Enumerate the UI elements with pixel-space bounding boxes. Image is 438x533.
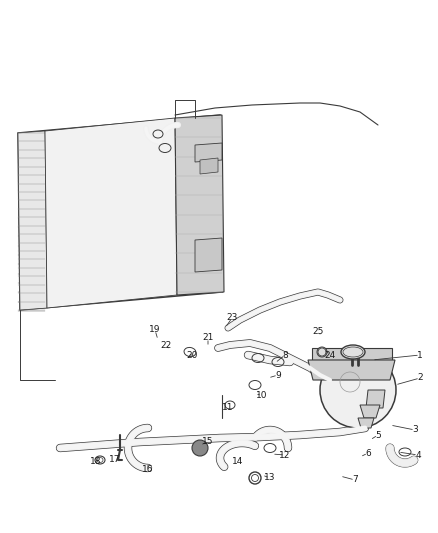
- Polygon shape: [175, 115, 224, 295]
- Text: 1: 1: [417, 351, 423, 359]
- Polygon shape: [18, 131, 47, 310]
- Text: 3: 3: [412, 425, 418, 434]
- Text: 9: 9: [275, 370, 281, 379]
- Polygon shape: [360, 405, 380, 418]
- Polygon shape: [358, 418, 374, 428]
- Text: 7: 7: [352, 475, 358, 484]
- Polygon shape: [366, 390, 385, 408]
- Text: 4: 4: [415, 450, 421, 459]
- Text: 24: 24: [325, 351, 336, 359]
- Text: 23: 23: [226, 313, 238, 322]
- Text: 19: 19: [149, 326, 161, 335]
- Polygon shape: [200, 158, 218, 174]
- Polygon shape: [45, 118, 177, 308]
- Text: 25: 25: [312, 327, 324, 336]
- Text: 20: 20: [186, 351, 198, 359]
- Text: 8: 8: [282, 351, 288, 359]
- Text: 17: 17: [109, 456, 121, 464]
- Text: 6: 6: [365, 448, 371, 457]
- Text: 13: 13: [264, 473, 276, 482]
- Text: 22: 22: [160, 341, 172, 350]
- Text: 18: 18: [90, 457, 102, 466]
- Text: 10: 10: [256, 391, 268, 400]
- Text: 11: 11: [222, 403, 234, 413]
- Polygon shape: [308, 360, 395, 380]
- Text: 16: 16: [142, 465, 154, 474]
- Text: 14: 14: [232, 457, 244, 466]
- Polygon shape: [195, 143, 222, 162]
- Circle shape: [192, 440, 208, 456]
- Circle shape: [317, 347, 327, 357]
- Ellipse shape: [341, 345, 365, 359]
- Text: 21: 21: [202, 334, 214, 343]
- Text: 12: 12: [279, 450, 291, 459]
- Text: 2: 2: [417, 374, 423, 383]
- Circle shape: [320, 352, 396, 428]
- Polygon shape: [312, 348, 392, 360]
- Text: 5: 5: [375, 431, 381, 440]
- Polygon shape: [195, 238, 222, 272]
- Text: 15: 15: [202, 438, 214, 447]
